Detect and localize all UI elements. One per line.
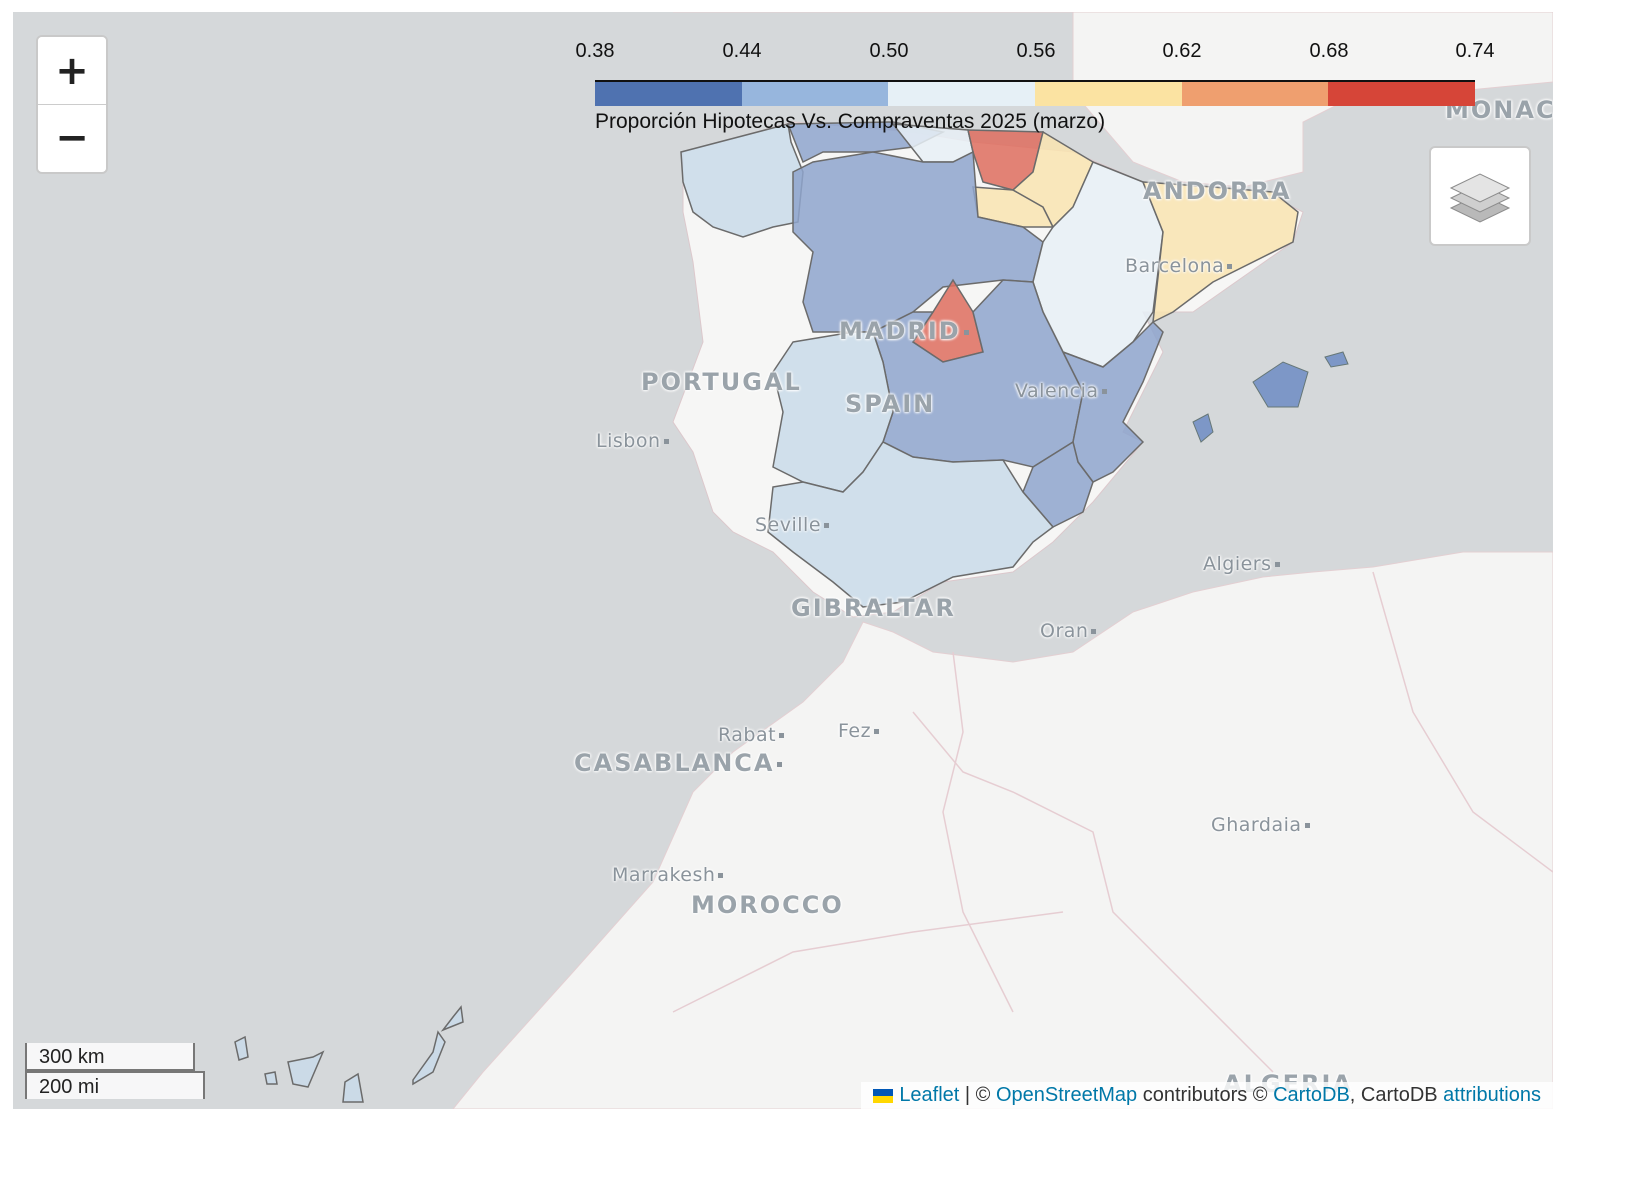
label-casablanca: CASABLANCA [574, 749, 783, 777]
map-view[interactable]: MONACO ANDORRA Barcelona MADRID PORTUGAL… [13, 12, 1553, 1109]
label-spain: SPAIN [845, 390, 936, 418]
scale-km: 300 km [25, 1043, 195, 1071]
layers-icon [1449, 173, 1511, 223]
legend-tick: 0.74 [1455, 40, 1495, 62]
legend-swatch [1181, 82, 1329, 106]
region-canarias-5 [412, 1030, 446, 1086]
region-canarias-6 [440, 1005, 464, 1032]
color-legend: 0.38 0.44 0.50 0.56 0.62 0.68 0.74 Propo… [576, 40, 1495, 133]
legend-swatch [1035, 82, 1182, 106]
label-fez: Fez [838, 720, 880, 742]
basemap [234, 12, 1553, 1109]
label-portugal: PORTUGAL [641, 368, 802, 396]
ukraine-flag-icon [873, 1088, 894, 1103]
leaflet-link[interactable]: Leaflet [899, 1084, 960, 1106]
label-algiers: Algiers [1203, 553, 1280, 575]
legend-swatch [888, 82, 1036, 106]
zoom-out-button[interactable]: − [38, 104, 106, 171]
zoom-in-button[interactable]: + [38, 37, 106, 104]
attribution: Leaflet | © OpenStreetMap contributors ©… [861, 1082, 1553, 1109]
legend-color-bar [595, 80, 1476, 106]
label-lisbon: Lisbon [596, 430, 669, 452]
legend-tick: 0.44 [722, 40, 762, 62]
cartodb-link[interactable]: CartoDB [1273, 1084, 1350, 1106]
label-andorra: ANDORRA [1143, 177, 1292, 205]
layers-control-button[interactable] [1429, 146, 1531, 246]
region-canarias-1 [234, 1035, 249, 1061]
legend-tick: 0.56 [1016, 40, 1056, 62]
legend-tick: 0.50 [869, 40, 909, 62]
legend-tick: 0.68 [1309, 40, 1349, 62]
label-rabat: Rabat [718, 724, 785, 746]
label-marrakesh: Marrakesh [612, 864, 724, 886]
label-barcelona: Barcelona [1125, 255, 1233, 277]
legend-tick: 0.62 [1162, 40, 1202, 62]
scale-bar: 300 km 200 mi [25, 1043, 205, 1099]
scale-mi: 200 mi [25, 1071, 205, 1099]
label-seville: Seville [755, 514, 830, 536]
region-canarias-3 [287, 1050, 325, 1088]
zoom-control: + − [36, 35, 108, 174]
region-canarias-2 [264, 1071, 278, 1085]
region-catalonia [1141, 181, 1299, 324]
legend-swatch [595, 82, 742, 106]
label-oran: Oran [1040, 620, 1097, 642]
land-menorca [1324, 351, 1349, 368]
label-madrid: MADRID [839, 317, 969, 345]
land-africa [452, 551, 1553, 1109]
label-valencia: Valencia [1015, 380, 1107, 402]
region-valencia [1061, 320, 1164, 483]
region-andalucia [767, 441, 1055, 608]
label-gibraltar: GIBRALTAR [791, 594, 956, 622]
land-mallorca [1252, 361, 1309, 408]
attributions-link[interactable]: attributions [1443, 1084, 1541, 1106]
legend-caption: Proporción Hipotecas Vs. Compraventas 20… [595, 110, 1106, 133]
legend-swatch [741, 82, 889, 106]
region-canarias-4 [342, 1072, 364, 1103]
region-galicia [680, 123, 804, 238]
legend-tick: 0.38 [575, 40, 615, 62]
label-morocco: MOROCCO [691, 891, 844, 919]
osm-link[interactable]: OpenStreetMap [995, 1084, 1138, 1106]
land-ibiza [1192, 413, 1214, 443]
legend-swatch [1328, 82, 1476, 106]
label-ghardaia: Ghardaia [1211, 814, 1310, 836]
